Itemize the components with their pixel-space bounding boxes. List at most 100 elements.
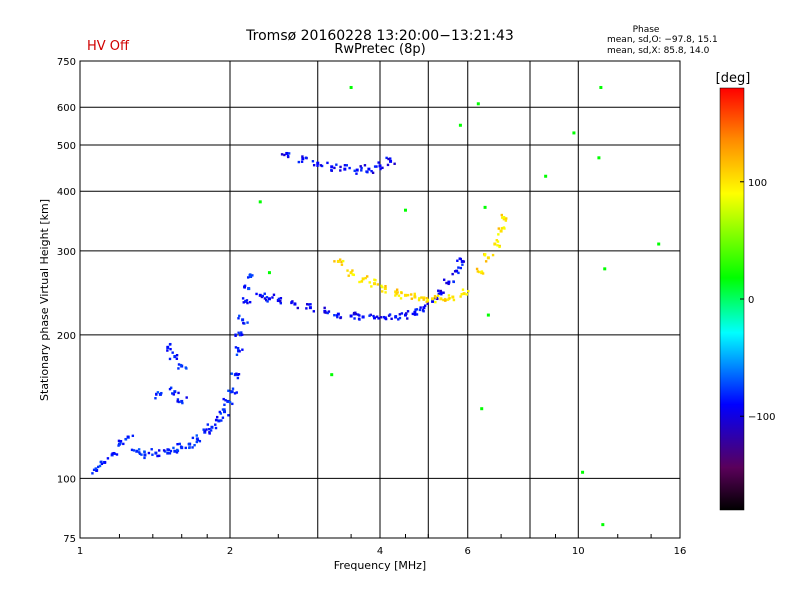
data-point [360, 280, 363, 283]
data-point [228, 400, 232, 404]
x-tick-label: 16 [674, 546, 687, 557]
data-point [394, 290, 398, 294]
data-point [343, 164, 347, 167]
data-point [442, 298, 445, 302]
data-point [214, 418, 218, 422]
data-point [219, 412, 222, 415]
data-point [198, 439, 202, 443]
data-point [279, 296, 283, 300]
data-point [98, 464, 102, 468]
data-point [493, 242, 497, 246]
data-point [263, 292, 266, 295]
data-point [483, 254, 487, 257]
data-point [278, 300, 282, 303]
data-point [206, 423, 210, 426]
data-point [311, 160, 315, 163]
data-point [267, 297, 271, 301]
data-point [162, 449, 166, 452]
y-tick-label: 300 [57, 247, 76, 258]
data-point [169, 449, 173, 453]
data-point [410, 297, 414, 300]
data-point [410, 293, 413, 296]
data-point [157, 449, 161, 452]
data-point [177, 391, 180, 395]
data-point [352, 311, 356, 315]
data-point [168, 357, 172, 361]
data-point [175, 353, 179, 357]
grid-layer [80, 61, 680, 538]
data-point [237, 317, 240, 320]
data-point [160, 391, 163, 395]
data-point [423, 304, 427, 307]
data-point [437, 289, 440, 292]
data-point [422, 298, 425, 301]
data-point [226, 399, 230, 403]
data-point [166, 349, 169, 352]
data-point [395, 292, 398, 296]
data-point [358, 314, 361, 317]
data-point [457, 266, 460, 269]
data-point [581, 470, 585, 474]
data-point [103, 461, 107, 464]
data-point [247, 287, 251, 291]
data-point [179, 445, 183, 448]
data-point [497, 233, 500, 236]
data-point [467, 289, 470, 293]
data-point [453, 270, 457, 273]
data-point [308, 306, 312, 310]
data-point [169, 347, 172, 351]
data-point [296, 306, 300, 310]
data-point [115, 453, 119, 456]
data-point [94, 467, 97, 470]
data-point [496, 244, 499, 247]
data-point [422, 296, 426, 300]
data-point [217, 419, 221, 423]
data-point [195, 440, 199, 444]
data-point [400, 312, 404, 315]
data-point [235, 372, 238, 375]
data-point [91, 472, 94, 475]
data-point [210, 425, 214, 429]
data-point [276, 299, 280, 303]
data-point [243, 284, 247, 287]
data-point [173, 449, 177, 453]
data-point [377, 161, 380, 164]
data-point [124, 438, 128, 441]
data-point [117, 444, 120, 447]
data-point [420, 296, 423, 299]
y-tick-label: 600 [57, 103, 76, 114]
data-point [180, 399, 184, 403]
data-point [221, 408, 225, 411]
data-point [244, 299, 248, 303]
data-point [333, 314, 336, 317]
x-tick-label: 1 [77, 546, 83, 557]
data-point [406, 317, 409, 320]
data-point [137, 448, 141, 451]
colorbar-tick-label: −100 [748, 412, 775, 423]
data-point [323, 306, 326, 310]
data-point [355, 172, 358, 175]
data-point [360, 166, 363, 170]
data-point [364, 276, 367, 280]
data-point [442, 278, 446, 281]
data-point [603, 267, 607, 271]
x-tick-label: 10 [572, 546, 585, 557]
data-point [372, 314, 375, 318]
x-tick-label: 4 [377, 546, 383, 557]
data-point [376, 283, 380, 286]
data-point [460, 293, 463, 296]
data-point [330, 165, 334, 169]
data-point [502, 217, 506, 221]
data-point [277, 297, 281, 301]
data-point [301, 157, 305, 161]
data-point [301, 155, 304, 158]
data-point [398, 316, 402, 320]
data-point [184, 366, 187, 369]
data-point [221, 416, 225, 419]
data-point [113, 452, 117, 455]
data-point [370, 169, 373, 173]
data-point [173, 354, 177, 358]
data-point [143, 456, 146, 460]
